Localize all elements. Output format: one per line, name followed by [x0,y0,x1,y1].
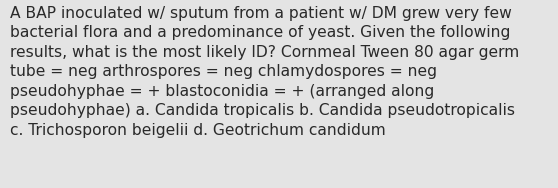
Text: A BAP inoculated w/ sputum from a patient w/ DM grew very few
bacterial flora an: A BAP inoculated w/ sputum from a patien… [10,6,519,138]
